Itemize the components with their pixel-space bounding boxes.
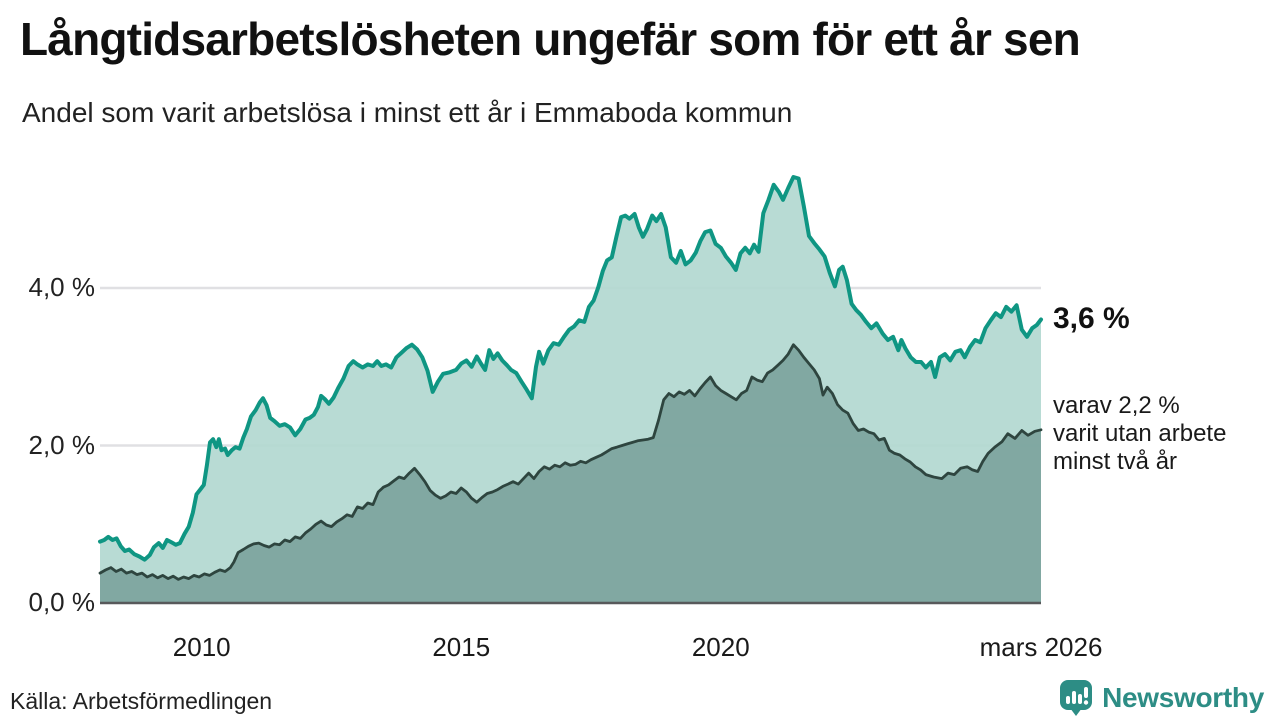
newsworthy-logo-icon (1060, 680, 1093, 716)
newsworthy-logo-text: Newsworthy (1102, 682, 1264, 713)
y-axis-label: 0,0 % (28, 587, 96, 617)
secondary-annotation: varav 2,2 % varit utan arbete minst två … (1053, 392, 1227, 475)
page-title: Långtidsarbetslösheten ungefär som för e… (20, 13, 1081, 65)
latest-value-label: 3,6 % (1053, 301, 1130, 335)
y-axis-label: 2,0 % (28, 429, 96, 460)
x-axis-label: 2020 (691, 632, 750, 662)
x-axis-label: mars 2026 (979, 632, 1103, 662)
newsworthy-logo: Newsworthy (1059, 679, 1264, 717)
source-note: Källa: Arbetsförmedlingen (10, 688, 273, 714)
x-axis-label: 2010 (172, 632, 231, 662)
chart-subtitle: Andel som varit arbetslösa i minst ett å… (22, 97, 793, 128)
x-axis-label: 2015 (432, 632, 491, 662)
y-axis-label: 4,0 % (28, 272, 96, 302)
